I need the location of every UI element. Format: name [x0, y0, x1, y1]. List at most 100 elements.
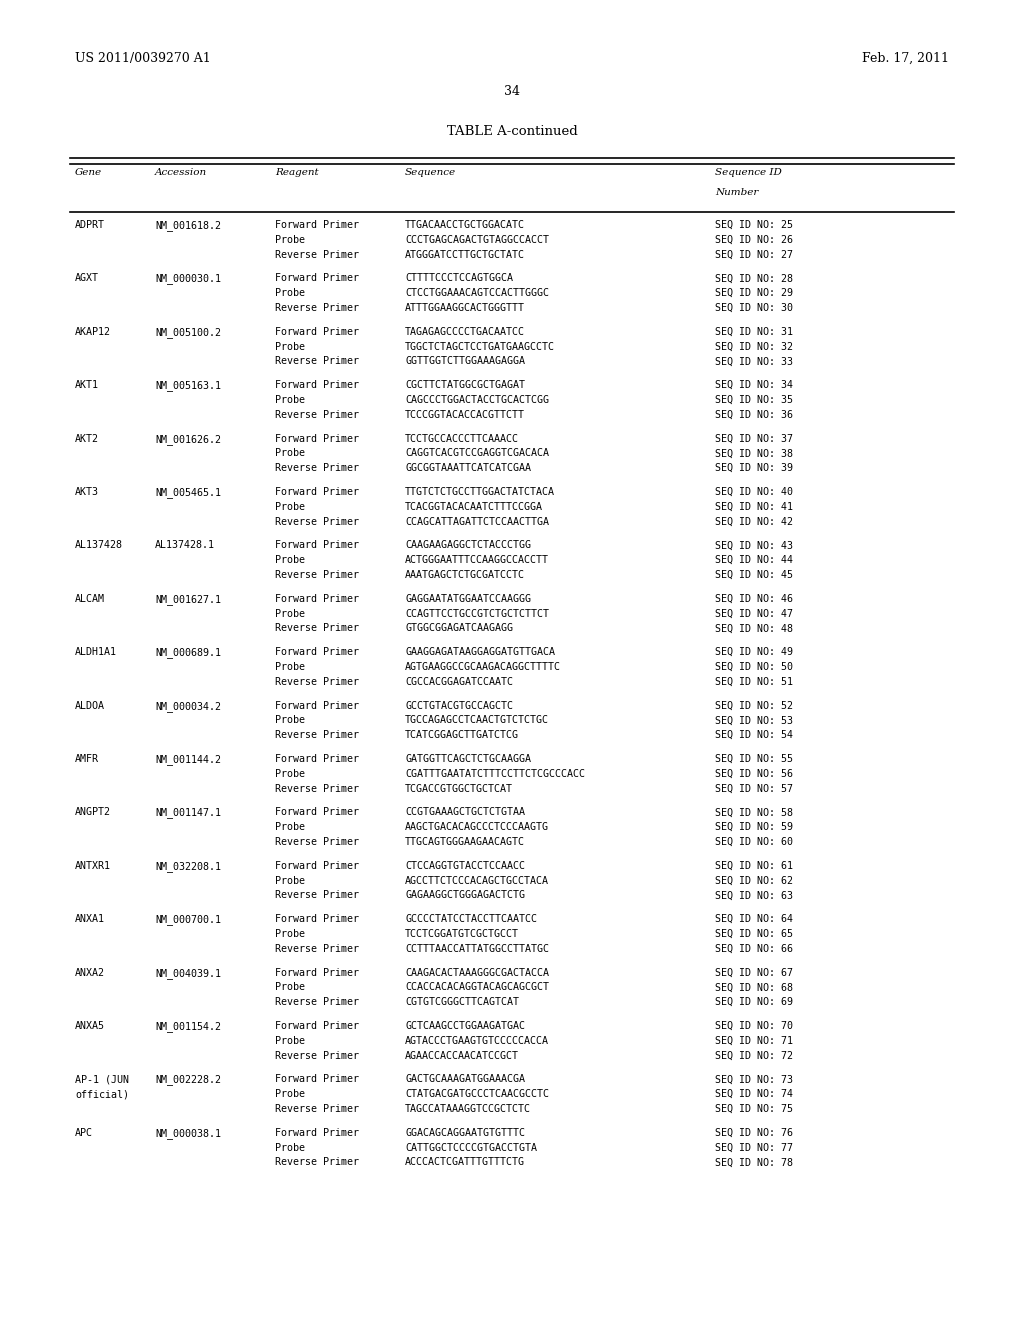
Text: AL137428.1: AL137428.1	[155, 540, 215, 550]
Text: SEQ ID NO: 34: SEQ ID NO: 34	[715, 380, 793, 391]
Text: SEQ ID NO: 31: SEQ ID NO: 31	[715, 327, 793, 337]
Text: Gene: Gene	[75, 168, 102, 177]
Text: TCCTGCCACCCTTCAAACC: TCCTGCCACCCTTCAAACC	[406, 433, 519, 444]
Text: CCACCACACAGGTACAGCAGCGCT: CCACCACACAGGTACAGCAGCGCT	[406, 982, 549, 993]
Text: TCCCGGTACACCACGTTCTT: TCCCGGTACACCACGTTCTT	[406, 409, 525, 420]
Text: TAGAGAGCCCCTGACAATCC: TAGAGAGCCCCTGACAATCC	[406, 327, 525, 337]
Text: SEQ ID NO: 42: SEQ ID NO: 42	[715, 516, 793, 527]
Text: Forward Primer: Forward Primer	[275, 487, 359, 498]
Text: Reverse Primer: Reverse Primer	[275, 784, 359, 793]
Text: CCCTGAGCAGACTGTAGGCCACCT: CCCTGAGCAGACTGTAGGCCACCT	[406, 235, 549, 244]
Text: ADPRT: ADPRT	[75, 220, 105, 230]
Text: SEQ ID NO: 64: SEQ ID NO: 64	[715, 915, 793, 924]
Text: SEQ ID NO: 60: SEQ ID NO: 60	[715, 837, 793, 847]
Text: Forward Primer: Forward Primer	[275, 327, 359, 337]
Text: SEQ ID NO: 39: SEQ ID NO: 39	[715, 463, 793, 473]
Text: Forward Primer: Forward Primer	[275, 433, 359, 444]
Text: SEQ ID NO: 43: SEQ ID NO: 43	[715, 540, 793, 550]
Text: Forward Primer: Forward Primer	[275, 540, 359, 550]
Text: SEQ ID NO: 69: SEQ ID NO: 69	[715, 997, 793, 1007]
Text: SEQ ID NO: 70: SEQ ID NO: 70	[715, 1020, 793, 1031]
Text: TGCCAGAGCCTCAACTGTCTCTGC: TGCCAGAGCCTCAACTGTCTCTGC	[406, 715, 549, 726]
Text: Reverse Primer: Reverse Primer	[275, 570, 359, 579]
Text: CTATGACGATGCCCTCAACGCCTC: CTATGACGATGCCCTCAACGCCTC	[406, 1089, 549, 1100]
Text: GGCGGTAAATTCATCATCGAA: GGCGGTAAATTCATCATCGAA	[406, 463, 531, 473]
Text: Forward Primer: Forward Primer	[275, 1127, 359, 1138]
Text: AGTGAAGGCCGCAAGACAGGCTTTTC: AGTGAAGGCCGCAAGACAGGCTTTTC	[406, 663, 561, 672]
Text: ALCAM: ALCAM	[75, 594, 105, 603]
Text: 34: 34	[504, 84, 520, 98]
Text: SEQ ID NO: 76: SEQ ID NO: 76	[715, 1127, 793, 1138]
Text: SEQ ID NO: 29: SEQ ID NO: 29	[715, 288, 793, 298]
Text: GACTGCAAAGATGGAAACGA: GACTGCAAAGATGGAAACGA	[406, 1074, 525, 1085]
Text: NM_005100.2: NM_005100.2	[155, 327, 221, 338]
Text: Probe: Probe	[275, 235, 305, 244]
Text: Probe: Probe	[275, 663, 305, 672]
Text: ANTXR1: ANTXR1	[75, 861, 111, 871]
Text: Forward Primer: Forward Primer	[275, 701, 359, 710]
Text: SEQ ID NO: 56: SEQ ID NO: 56	[715, 768, 793, 779]
Text: SEQ ID NO: 37: SEQ ID NO: 37	[715, 433, 793, 444]
Text: AKT1: AKT1	[75, 380, 99, 391]
Text: Forward Primer: Forward Primer	[275, 220, 359, 230]
Text: NM_000030.1: NM_000030.1	[155, 273, 221, 284]
Text: SEQ ID NO: 66: SEQ ID NO: 66	[715, 944, 793, 954]
Text: CCAGTTCCTGCCGTCTGCTCTTCT: CCAGTTCCTGCCGTCTGCTCTTCT	[406, 609, 549, 619]
Text: Probe: Probe	[275, 1089, 305, 1100]
Text: Probe: Probe	[275, 288, 305, 298]
Text: ALDH1A1: ALDH1A1	[75, 647, 117, 657]
Text: Probe: Probe	[275, 342, 305, 351]
Text: TCATCGGAGCTTGATCTCG: TCATCGGAGCTTGATCTCG	[406, 730, 519, 741]
Text: SEQ ID NO: 28: SEQ ID NO: 28	[715, 273, 793, 284]
Text: SEQ ID NO: 52: SEQ ID NO: 52	[715, 701, 793, 710]
Text: ANXA5: ANXA5	[75, 1020, 105, 1031]
Text: APC: APC	[75, 1127, 93, 1138]
Text: CTCCAGGTGTACCTCCAACC: CTCCAGGTGTACCTCCAACC	[406, 861, 525, 871]
Text: CATTGGCTCCCCGTGACCTGTA: CATTGGCTCCCCGTGACCTGTA	[406, 1143, 537, 1152]
Text: Probe: Probe	[275, 502, 305, 512]
Text: SEQ ID NO: 46: SEQ ID NO: 46	[715, 594, 793, 603]
Text: ANXA1: ANXA1	[75, 915, 105, 924]
Text: SEQ ID NO: 78: SEQ ID NO: 78	[715, 1158, 793, 1167]
Text: GGACAGCAGGAATGTGTTTC: GGACAGCAGGAATGTGTTTC	[406, 1127, 525, 1138]
Text: SEQ ID NO: 53: SEQ ID NO: 53	[715, 715, 793, 726]
Text: CTTTTCCCTCCAGTGGCA: CTTTTCCCTCCAGTGGCA	[406, 273, 513, 284]
Text: Reverse Primer: Reverse Primer	[275, 249, 359, 260]
Text: NM_001627.1: NM_001627.1	[155, 594, 221, 605]
Text: SEQ ID NO: 26: SEQ ID NO: 26	[715, 235, 793, 244]
Text: Reverse Primer: Reverse Primer	[275, 677, 359, 686]
Text: SEQ ID NO: 73: SEQ ID NO: 73	[715, 1074, 793, 1085]
Text: SEQ ID NO: 44: SEQ ID NO: 44	[715, 556, 793, 565]
Text: CAAGAAGAGGCTCTACCCTGG: CAAGAAGAGGCTCTACCCTGG	[406, 540, 531, 550]
Text: ALDOA: ALDOA	[75, 701, 105, 710]
Text: NM_001147.1: NM_001147.1	[155, 808, 221, 818]
Text: TTGCAGTGGGAAGAACAGTC: TTGCAGTGGGAAGAACAGTC	[406, 837, 525, 847]
Text: Reverse Primer: Reverse Primer	[275, 997, 359, 1007]
Text: Forward Primer: Forward Primer	[275, 1020, 359, 1031]
Text: TAGCCATAAAGGTCCGCTCTC: TAGCCATAAAGGTCCGCTCTC	[406, 1104, 531, 1114]
Text: AP-1 (JUN: AP-1 (JUN	[75, 1074, 129, 1085]
Text: SEQ ID NO: 72: SEQ ID NO: 72	[715, 1051, 793, 1060]
Text: SEQ ID NO: 62: SEQ ID NO: 62	[715, 875, 793, 886]
Text: SEQ ID NO: 50: SEQ ID NO: 50	[715, 663, 793, 672]
Text: NM_000689.1: NM_000689.1	[155, 647, 221, 659]
Text: Probe: Probe	[275, 556, 305, 565]
Text: Probe: Probe	[275, 822, 305, 832]
Text: CGATTTGAATATCTTTCCTTCTCGCCCACC: CGATTTGAATATCTTTCCTTCTCGCCCACC	[406, 768, 585, 779]
Text: Reverse Primer: Reverse Primer	[275, 944, 359, 954]
Text: Forward Primer: Forward Primer	[275, 380, 359, 391]
Text: Reverse Primer: Reverse Primer	[275, 623, 359, 634]
Text: CGCTTCTATGGCGCTGAGAT: CGCTTCTATGGCGCTGAGAT	[406, 380, 525, 391]
Text: SEQ ID NO: 65: SEQ ID NO: 65	[715, 929, 793, 939]
Text: NM_005163.1: NM_005163.1	[155, 380, 221, 391]
Text: CCTTTAACCATTATGGCCTTATGC: CCTTTAACCATTATGGCCTTATGC	[406, 944, 549, 954]
Text: NM_000038.1: NM_000038.1	[155, 1127, 221, 1139]
Text: SEQ ID NO: 54: SEQ ID NO: 54	[715, 730, 793, 741]
Text: Reverse Primer: Reverse Primer	[275, 409, 359, 420]
Text: Number: Number	[715, 187, 759, 197]
Text: NM_000034.2: NM_000034.2	[155, 701, 221, 711]
Text: SEQ ID NO: 32: SEQ ID NO: 32	[715, 342, 793, 351]
Text: TTGACAACCTGCTGGACATC: TTGACAACCTGCTGGACATC	[406, 220, 525, 230]
Text: SEQ ID NO: 41: SEQ ID NO: 41	[715, 502, 793, 512]
Text: CAGGTCACGTCCGAGGTCGACACA: CAGGTCACGTCCGAGGTCGACACA	[406, 449, 549, 458]
